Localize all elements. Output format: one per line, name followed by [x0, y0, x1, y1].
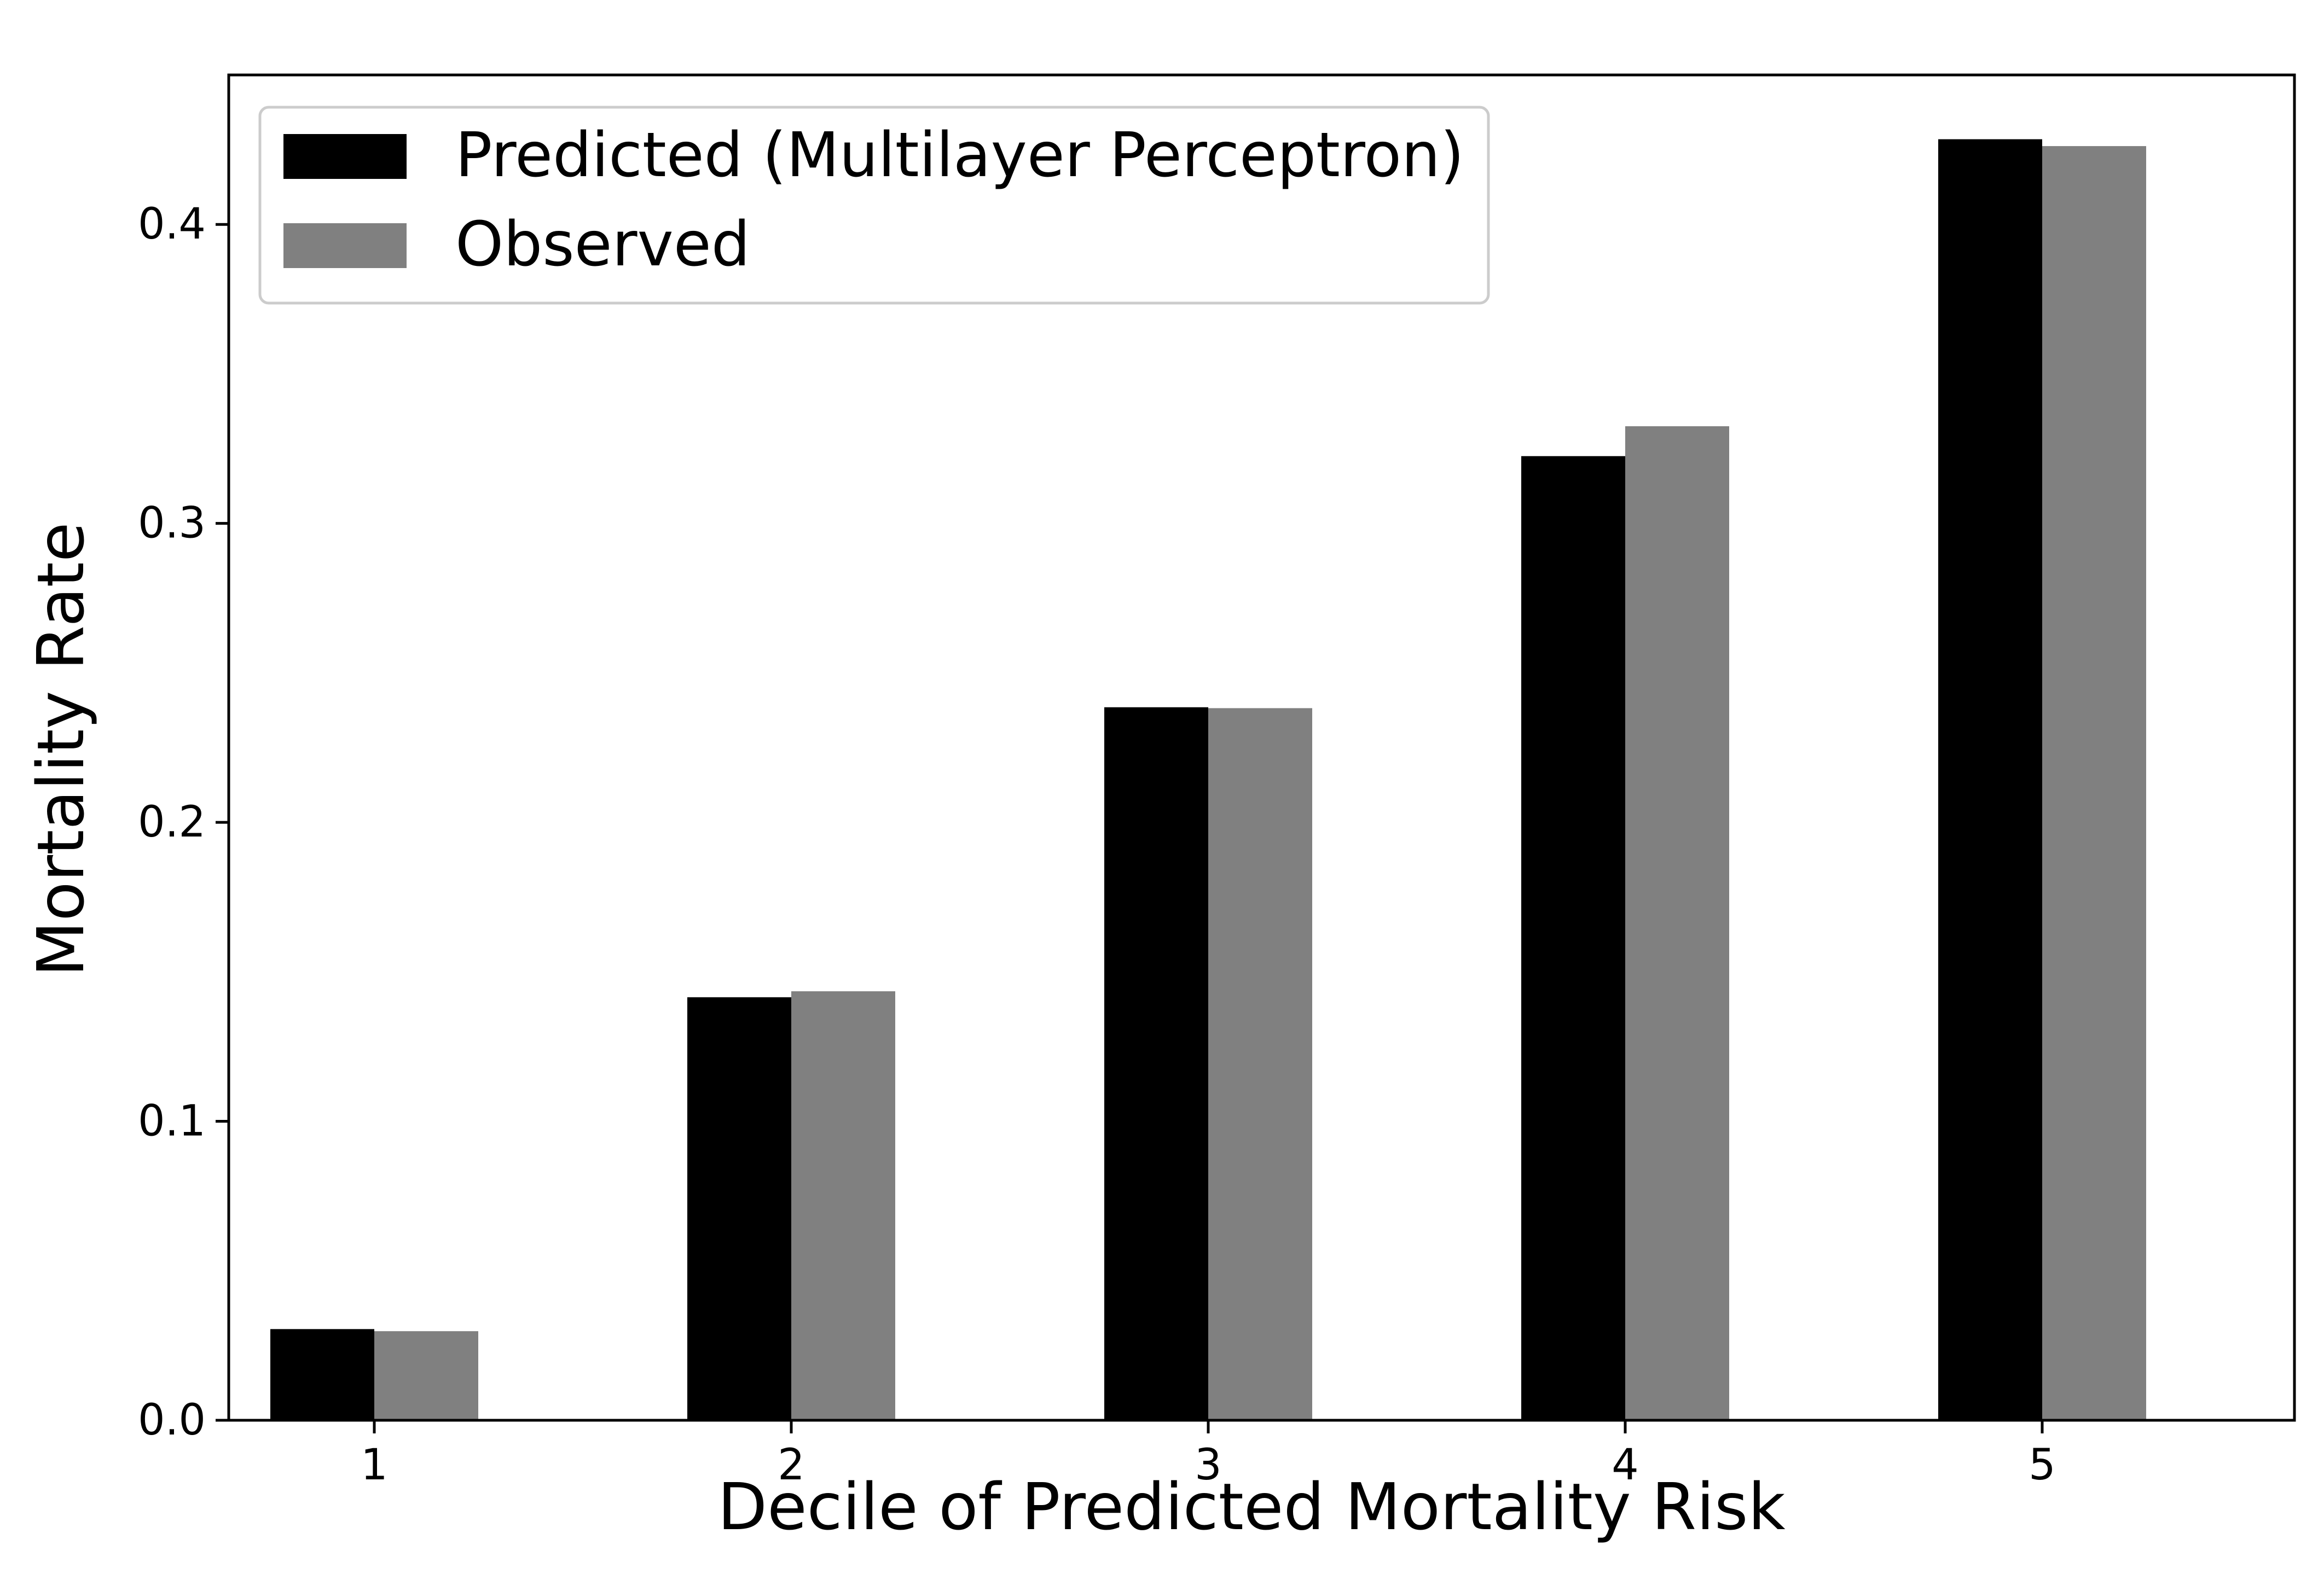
x-tick-label: 1 — [361, 1441, 388, 1490]
bar-predicted-5 — [1938, 139, 2042, 1420]
y-tick-label: 0.1 — [138, 1097, 206, 1146]
y-axis-label: Mortality Rate — [23, 522, 98, 977]
bar-predicted-2 — [687, 997, 791, 1420]
plot-frame — [227, 73, 2296, 1422]
x-tick-label: 5 — [2029, 1441, 2056, 1490]
legend-swatch-predicted — [283, 134, 407, 179]
axes-layer: 0.0 0.1 0.2 0.3 0.4 1 2 3 4 5 — [138, 73, 2296, 1490]
legend: Predicted (Multilayer Perceptron) Observ… — [258, 106, 1490, 305]
x-tick-label: 4 — [1612, 1441, 1639, 1490]
bar-predicted-1 — [270, 1329, 374, 1420]
y-tick-label: 0.2 — [138, 798, 206, 847]
legend-label-predicted: Predicted (Multilayer Perceptron) — [455, 120, 1464, 191]
legend-label-observed: Observed — [455, 209, 750, 280]
bar-observed-3 — [1208, 708, 1312, 1420]
x-axis-label: Decile of Predicted Mortality Risk — [717, 1469, 1786, 1544]
x-tick-label: 2 — [778, 1441, 805, 1490]
y-tick-label: 0.0 — [138, 1396, 206, 1445]
bar-observed-1 — [374, 1331, 478, 1420]
bars-layer — [270, 139, 2146, 1421]
bar-predicted-4 — [1521, 456, 1625, 1420]
bar-observed-5 — [2042, 146, 2146, 1421]
x-tick-label: 3 — [1195, 1441, 1222, 1490]
y-tick-label: 0.4 — [138, 200, 206, 249]
legend-swatch-observed — [283, 223, 407, 268]
bar-observed-2 — [791, 991, 895, 1420]
bar-observed-4 — [1625, 426, 1729, 1420]
y-tick-label: 0.3 — [138, 499, 206, 548]
legend-frame — [258, 106, 1490, 305]
bar-predicted-3 — [1104, 707, 1208, 1420]
